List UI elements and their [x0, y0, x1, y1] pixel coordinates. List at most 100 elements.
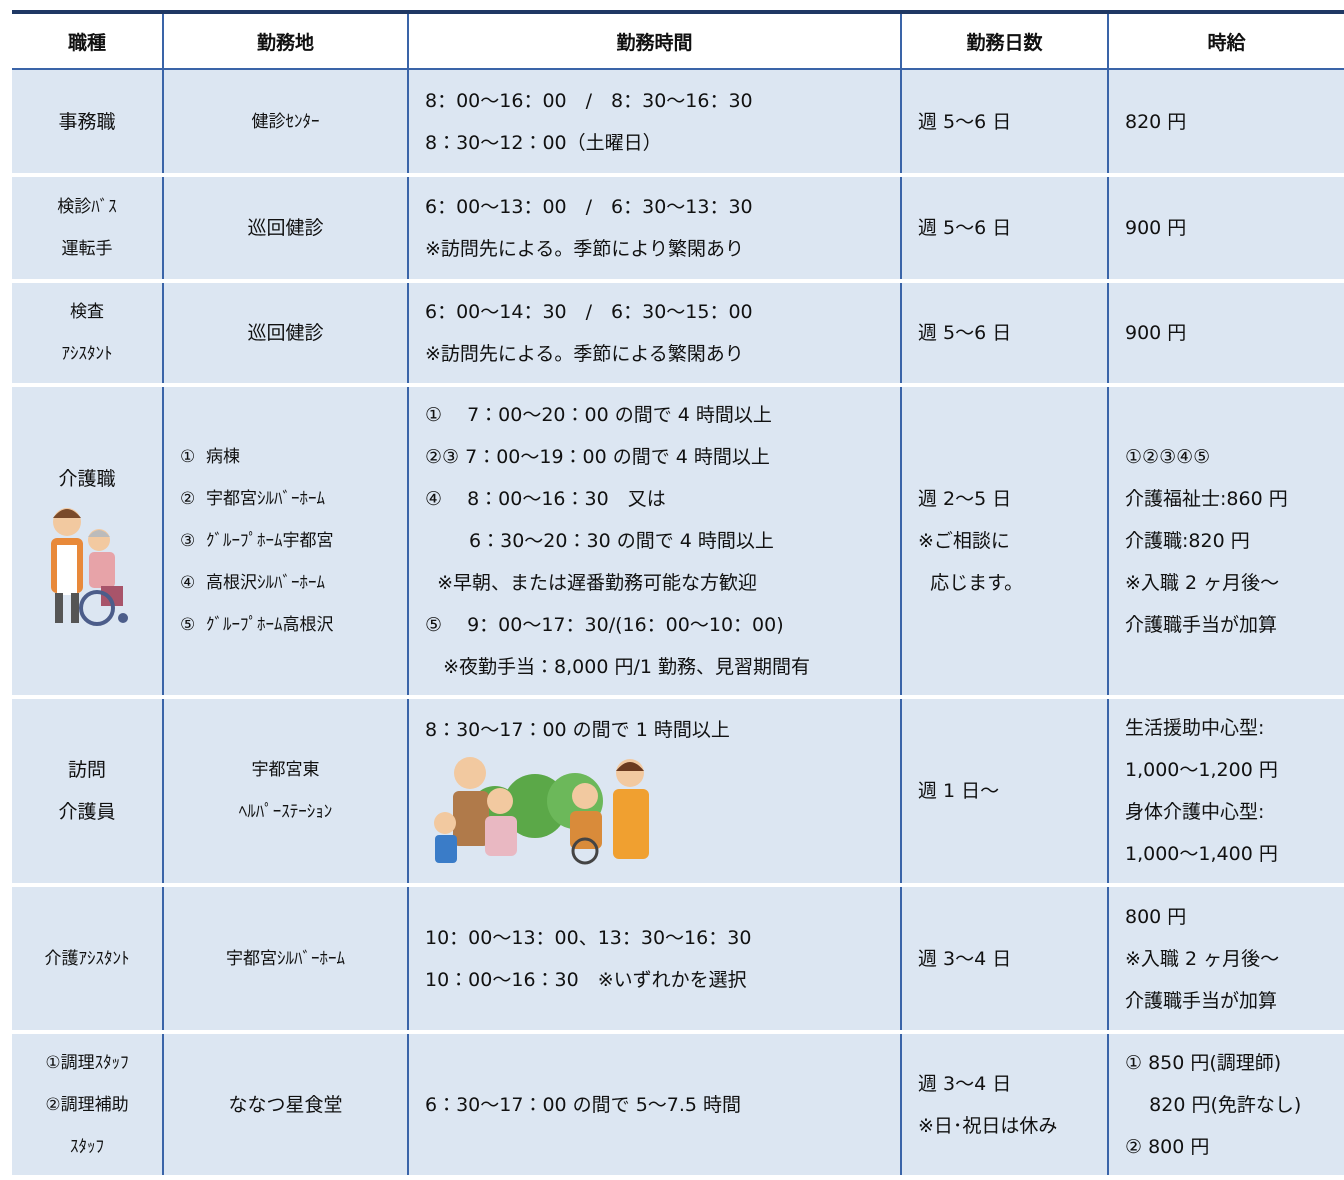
cell-text: ﾍﾙﾊﾟｰｽﾃｰｼｮﾝ	[238, 802, 333, 822]
header-row: 職種 勤務地 勤務時間 勤務日数 時給	[12, 14, 1344, 70]
table-cell: 週 3～4 日	[900, 885, 1108, 1034]
cell-text: 宇都宮東	[251, 760, 320, 780]
header-cell: 勤務日数	[900, 14, 1108, 70]
table-cell: 900 円	[1107, 281, 1344, 387]
job-table-frame: 職種 勤務地 勤務時間 勤務日数 時給 事務職 健診ｾﾝﾀｰ 8：00～16：00 / 8：…	[12, 10, 1344, 1179]
cell-text: ④ 8：00～16：30 又は	[425, 488, 666, 510]
cell-text: ① 病棟	[180, 447, 241, 467]
cell-text: 6：30～17：00 の間で 5～7.5 時間	[425, 1093, 742, 1116]
table-row: 検査 ｱｼｽﾀﾝﾄ 巡回健診 6：00～14：30 / 6：30～15：00 ※訪問先に…	[12, 281, 1344, 387]
cell-text: ｱｼｽﾀﾝﾄ	[61, 344, 113, 364]
cell-text: 検査	[70, 302, 104, 322]
cell-text: 1,000～1,400 円	[1125, 843, 1278, 865]
cell-text: 週 3～4 日	[918, 947, 1012, 970]
cell-text: 10：00～16：30 ※いずれかを選択	[425, 968, 747, 991]
cell-text: 8：30～12：00（土曜日）	[425, 131, 662, 154]
table-row: 介護職 ① 病棟 ② 宇都宮ｼﾙﾊﾞｰﾎｰﾑ ③ ｸﾞﾙｰﾌﾟﾎｰﾑ宇都宮 ④ 高根沢ｼ…	[12, 385, 1344, 699]
table-cell: 6：00～13：00 / 6：30～13：30 ※訪問先による。季節により繁閑あり	[407, 175, 901, 283]
cell-text: 10：00～13：00、13：30～16：30	[425, 926, 752, 949]
header-cell: 時給	[1107, 14, 1344, 70]
table-row: 介護ｱｼｽﾀﾝﾄ 宇都宮ｼﾙﾊﾞｰﾎｰﾑ 10：00～13：00、13：30～16：…	[12, 885, 1344, 1034]
table-cell: 800 円 ※入職 2 ヶ月後～ 介護職手当が加算	[1107, 885, 1344, 1034]
cell-text: ③ ｸﾞﾙｰﾌﾟﾎｰﾑ宇都宮	[180, 531, 334, 551]
table-cell: 900 円	[1107, 175, 1344, 283]
illustration	[434, 757, 649, 865]
table-cell: 介護ｱｼｽﾀﾝﾄ	[12, 885, 163, 1034]
cell-text: 900 円	[1125, 322, 1187, 344]
table-cell: 宇都宮ｼﾙﾊﾞｰﾎｰﾑ	[162, 885, 408, 1034]
cell-text: 週 5～6 日	[918, 322, 1012, 344]
cell-text: ※早朝、または遅番勤務可能な方歓迎	[425, 572, 757, 594]
table-row: ①調理ｽﾀｯﾌ ②調理補助 ｽﾀｯﾌ ななつ星食堂 6：30～17：00 の間で 5～7…	[12, 1032, 1344, 1179]
table-cell: 生活援助中心型: 1,000～1,200 円身体介護中心型: 1,000～1,400…	[1107, 697, 1344, 887]
table-cell: ①②③④⑤ 介護福祉士:860 円介護職:820 円 ※入職 2 ヶ月後～ 介護職手当…	[1107, 385, 1344, 699]
cell-text: 検診ﾊﾞｽ	[57, 197, 117, 217]
header-cell: 勤務時間	[407, 14, 901, 70]
cell-text: 巡回健診	[247, 322, 324, 344]
cell-text: ① 7：00～20：00 の間で 4 時間以上	[425, 404, 772, 426]
table-cell: 検診ﾊﾞｽ 運転手	[12, 175, 163, 283]
table-cell: 巡回健診	[162, 175, 408, 283]
cell-text: ※夜勤手当：8,000 円/1 勤務、見習期間有	[425, 656, 811, 678]
table-cell: 週 5～6 日	[900, 175, 1108, 283]
cell-text: 6：30～20：30 の間で 4 時間以上	[425, 530, 774, 552]
cell-text: ① 850 円(調理師)	[1125, 1051, 1282, 1074]
table-cell: ① 850 円(調理師) 820 円(免許なし) ② 800 円	[1107, 1032, 1344, 1179]
table-cell: 820 円	[1107, 69, 1344, 177]
cell-text: 介護職:820 円	[1125, 530, 1250, 552]
cell-text: ※入職 2 ヶ月後～	[1125, 947, 1280, 970]
cell-text: ①調理ｽﾀｯﾌ	[45, 1052, 129, 1073]
cell-text: 週 5～6 日	[918, 217, 1012, 239]
cell-text: 週 3～4 日	[918, 1072, 1012, 1095]
table-cell: 週 5～6 日	[900, 69, 1108, 177]
cell-text: ⑤ ｸﾞﾙｰﾌﾟﾎｰﾑ高根沢	[180, 615, 334, 635]
cell-text: 820 円(免許なし)	[1125, 1093, 1302, 1116]
header-cell: 職種	[12, 14, 163, 70]
cell-text: ② 800 円	[1125, 1135, 1210, 1158]
table-body: 事務職 健診ｾﾝﾀｰ 8：00～16：00 / 8：30～16：30 8：30～12：…	[12, 69, 1344, 1179]
table-cell: 巡回健診	[162, 281, 408, 387]
cell-text: 週 1 日～	[918, 780, 1000, 802]
cell-text: 6：00～14：30 / 6：30～15：00	[425, 301, 753, 323]
cell-text: 8：30～17：00 の間で 1 時間以上	[425, 719, 730, 741]
cell-text: ⑤ 9：00～17：30/(16：00～10：00)	[425, 614, 784, 636]
cell-text: 800 円	[1125, 905, 1187, 928]
table-cell: 介護職	[12, 385, 163, 699]
illustration	[51, 507, 128, 626]
cell-text: 6：00～13：00 / 6：30～13：30	[425, 196, 753, 218]
cell-text: ②調理補助	[45, 1094, 129, 1115]
table-cell: ① 病棟 ② 宇都宮ｼﾙﾊﾞｰﾎｰﾑ ③ ｸﾞﾙｰﾌﾟﾎｰﾑ宇都宮 ④ 高根沢ｼﾙﾊﾞ…	[162, 385, 408, 699]
table-row: 検診ﾊﾞｽ 運転手 巡回健診 6：00～13：00 / 6：30～13：30 ※訪問先に…	[12, 175, 1344, 283]
cell-text: ②③ 7：00～19：00 の間で 4 時間以上	[425, 446, 770, 468]
cell-text: ② 宇都宮ｼﾙﾊﾞｰﾎｰﾑ	[180, 489, 326, 509]
cell-text: 介護福祉士:860 円	[1125, 488, 1288, 510]
table-cell: 宇都宮東 ﾍﾙﾊﾟｰｽﾃｰｼｮﾝ	[162, 697, 408, 887]
job-table: 職種 勤務地 勤務時間 勤務日数 時給 事務職 健診ｾﾝﾀｰ 8：00～16：00 / 8：…	[12, 14, 1344, 1179]
cell-text: 介護職手当が加算	[1125, 614, 1278, 636]
cell-text: ななつ星食堂	[228, 1093, 343, 1116]
cell-text: 身体介護中心型:	[1125, 801, 1265, 823]
cell-text: 週 5～6 日	[918, 110, 1012, 133]
table-row: 訪問 介護員 宇都宮東 ﾍﾙﾊﾟｰｽﾃｰｼｮﾝ 8：30～17：00 の間で 1 時間以…	[12, 697, 1344, 887]
table-cell: 健診ｾﾝﾀｰ	[162, 69, 408, 177]
cell-text: 1,000～1,200 円	[1125, 759, 1278, 781]
table-cell: 事務職	[12, 69, 163, 177]
cell-text: ｽﾀｯﾌ	[70, 1136, 104, 1157]
cell-text: 900 円	[1125, 217, 1187, 239]
cell-text: 生活援助中心型:	[1125, 717, 1265, 739]
cell-text: 応じます。	[918, 572, 1024, 594]
table-cell: 10：00～13：00、13：30～16：30 10：00～16：30 ※いずれか…	[407, 885, 901, 1034]
cell-text: 週 2～5 日	[918, 488, 1012, 510]
cell-text: ④ 高根沢ｼﾙﾊﾞｰﾎｰﾑ	[180, 573, 326, 593]
cell-text: ※ご相談に	[918, 530, 1010, 552]
cell-text: 運転手	[61, 239, 113, 259]
table-cell: 訪問 介護員	[12, 697, 163, 887]
cell-text: 介護ｱｼｽﾀﾝﾄ	[44, 948, 130, 969]
cell-text: 介護職手当が加算	[1125, 989, 1278, 1012]
table-cell: 週 1 日～	[900, 697, 1108, 887]
table-cell: 8：00～16：00 / 8：30～16：30 8：30～12：00（土曜日）	[407, 69, 901, 177]
table-cell: 6：00～14：30 / 6：30～15：00 ※訪問先による。季節による繁閑あり	[407, 281, 901, 387]
table-cell: ① 7：00～20：00 の間で 4 時間以上 ②③ 7：00～19：00 の間で…	[407, 385, 901, 699]
cell-text: 事務職	[58, 110, 116, 133]
table-cell: 週 2～5 日 ※ご相談に 応じます。	[900, 385, 1108, 699]
